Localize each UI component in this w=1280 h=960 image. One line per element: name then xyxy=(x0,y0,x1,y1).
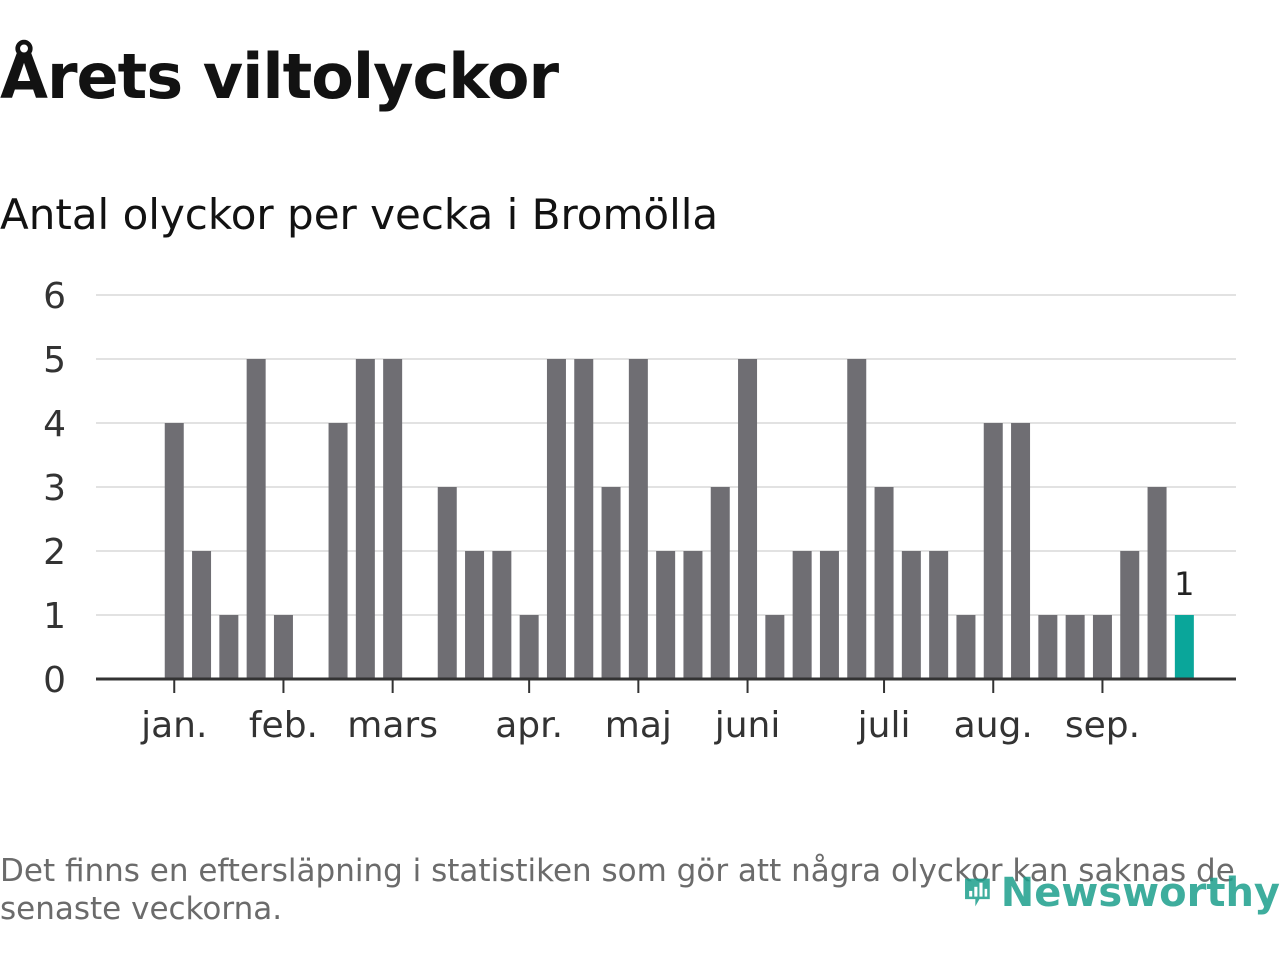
bar xyxy=(738,359,758,679)
x-tick-label: feb. xyxy=(249,705,318,746)
bar xyxy=(628,359,648,679)
x-tick-label: aug. xyxy=(954,705,1033,746)
x-tick-label: juli xyxy=(857,705,911,746)
bar xyxy=(956,615,976,679)
bar xyxy=(355,359,375,679)
bar xyxy=(574,359,594,679)
bar xyxy=(465,551,485,679)
bar xyxy=(901,551,921,679)
newsworthy-logo: Newsworthy xyxy=(964,858,1280,928)
y-axis-ticks: 0 1 2 3 4 5 6 xyxy=(43,276,66,701)
y-tick-label: 1 xyxy=(43,596,66,637)
bar xyxy=(328,423,348,679)
bar xyxy=(656,551,676,679)
x-tick-label: sep. xyxy=(1065,705,1140,746)
y-tick-label: 2 xyxy=(43,532,66,573)
bar xyxy=(519,615,539,679)
bars xyxy=(164,359,1194,679)
bar xyxy=(273,615,293,679)
bar xyxy=(983,423,1003,679)
y-tick-label: 0 xyxy=(43,660,66,701)
y-tick-label: 6 xyxy=(43,276,66,317)
bar xyxy=(1092,615,1112,679)
chart-title: Årets viltolyckor xyxy=(0,40,559,113)
bar xyxy=(164,423,184,679)
bar xyxy=(492,551,512,679)
y-tick-label: 4 xyxy=(43,404,66,445)
bar xyxy=(765,615,785,679)
y-tick-label: 5 xyxy=(43,340,66,381)
bar xyxy=(1120,551,1140,679)
bar xyxy=(219,615,239,679)
bar xyxy=(847,359,867,679)
bar xyxy=(437,487,457,679)
bar xyxy=(383,359,403,679)
bar xyxy=(192,551,212,679)
highlight-bar-label: 1 xyxy=(1174,565,1194,603)
x-tick-label: jan. xyxy=(140,705,207,746)
x-tick-label: apr. xyxy=(495,705,563,746)
footnote: Det finns en eftersläpning i statistiken… xyxy=(0,853,1235,927)
bar xyxy=(683,551,703,679)
bar xyxy=(874,487,894,679)
x-tick-label: mars xyxy=(347,705,438,746)
y-tick-label: 3 xyxy=(43,468,66,509)
bar xyxy=(929,551,949,679)
bar-latest-week xyxy=(1174,615,1194,679)
bar xyxy=(246,359,266,679)
chart-subtitle: Antal olyckor per vecka i Bromölla xyxy=(0,190,719,239)
bar xyxy=(601,487,621,679)
bar xyxy=(1038,615,1058,679)
x-tick-label: maj xyxy=(605,705,672,746)
bar xyxy=(1147,487,1167,679)
bar-chart: 0 1 2 3 4 5 6 jan. feb. mars apr. maj juni juli aug. s… xyxy=(43,276,1236,746)
x-axis-ticks: jan. feb. mars apr. maj juni juli aug. sep. xyxy=(140,679,1140,746)
bar xyxy=(792,551,812,679)
bar xyxy=(1065,615,1085,679)
logo-text: Newsworthy xyxy=(1000,870,1280,916)
bar xyxy=(710,487,730,679)
x-tick-label: juni xyxy=(714,705,781,746)
newsworthy-icon xyxy=(965,878,990,907)
bar xyxy=(546,359,566,679)
bar xyxy=(1011,423,1031,679)
bar xyxy=(819,551,839,679)
